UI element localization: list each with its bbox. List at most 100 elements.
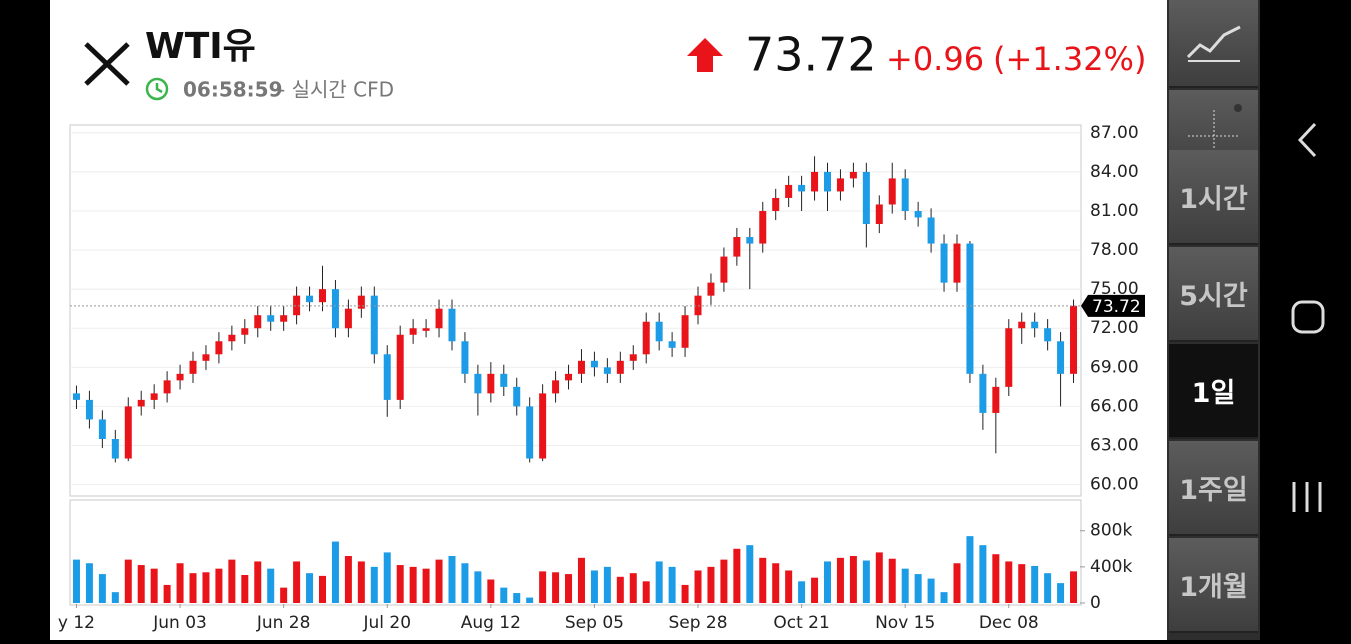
volume-bar: [668, 566, 676, 603]
x-tick-label: Aug 12: [461, 613, 521, 633]
volume-bar: [590, 570, 598, 603]
volume-bar: [487, 579, 495, 603]
volume-bar: [798, 581, 806, 603]
candle-body: [500, 373, 508, 387]
line-chart-icon: [1186, 25, 1241, 62]
app: WTI유 06:58:59 - 실시간 CFD 73.72 +0.96 (+1.…: [50, 0, 1167, 640]
candle-body: [655, 321, 663, 342]
source: - 실시간 CFD: [278, 78, 394, 102]
volume-bar: [461, 563, 469, 603]
candle-body: [940, 243, 948, 283]
candle-body: [914, 210, 922, 218]
candle-body: [836, 178, 844, 192]
volume-frame: [69, 499, 1082, 606]
candle-body: [189, 360, 197, 374]
volume-bar: [124, 559, 132, 603]
volume-bar: [513, 593, 521, 603]
volume-bar: [163, 584, 171, 603]
candle-body: [150, 393, 158, 400]
candle-body: [487, 373, 495, 394]
volume-bar: [150, 568, 158, 603]
candle-body: [681, 315, 689, 348]
candle-body: [396, 334, 404, 400]
candle-body: [746, 237, 754, 244]
volume-bar: [603, 566, 611, 603]
timeframe-button[interactable]: 1개월: [1169, 538, 1258, 633]
crosshair-icon: [1187, 104, 1242, 162]
x-tick-label: Nov 15: [875, 613, 935, 633]
y-tick-label: 72.00: [1090, 318, 1139, 338]
candle-body: [1044, 328, 1052, 342]
title: WTI유: [145, 26, 256, 67]
volume-bar: [1018, 564, 1026, 603]
volume-bar: [655, 561, 663, 603]
volume-bar: [526, 597, 534, 603]
back-icon[interactable]: [1297, 122, 1317, 158]
y-tick-label: 87.00: [1090, 123, 1139, 143]
close-icon[interactable]: [84, 42, 130, 86]
volume-bar: [953, 563, 961, 603]
candle-body: [319, 289, 326, 303]
candle-body: [629, 354, 637, 361]
volume-bar: [280, 587, 288, 603]
up-arrow: [687, 38, 723, 72]
timeframe-button[interactable]: 5시간: [1169, 247, 1258, 342]
candle-body: [720, 256, 728, 283]
volume-bar: [448, 556, 456, 603]
volume-bar: [979, 545, 987, 603]
volume-bar: [215, 568, 223, 603]
candle-body: [785, 184, 793, 198]
side-panel: 1시간 5시간 1일 1주일 1개월: [1167, 0, 1260, 640]
timeframe-button[interactable]: 1시간: [1169, 150, 1258, 245]
chart: WTI유 06:58:59 - 실시간 CFD 73.72 +0.96 (+1.…: [58, 26, 1147, 633]
candle-body: [72, 393, 80, 400]
candle-body: [577, 360, 585, 374]
price: 73.72: [745, 28, 877, 82]
timeframe-button[interactable]: 1주일: [1169, 441, 1258, 536]
y-tick-label: 81.00: [1090, 201, 1139, 221]
volume-bar: [577, 557, 585, 603]
volume-bar: [707, 566, 715, 603]
volume-bar: [629, 573, 637, 603]
candle-body: [474, 373, 482, 394]
volume-bar: [409, 566, 417, 603]
volume-bar: [616, 576, 624, 603]
candle-body: [616, 360, 624, 374]
volume-bar: [940, 592, 948, 603]
candle-body: [927, 217, 935, 244]
volume-bar: [137, 565, 145, 603]
volume-bar: [111, 592, 119, 603]
candle-body: [357, 295, 365, 309]
volume-bar: [966, 536, 974, 603]
volume-bar: [357, 561, 365, 603]
candle-body: [1018, 321, 1026, 329]
candle-body: [448, 308, 456, 342]
volume-bar: [254, 561, 262, 603]
candle-body: [707, 282, 715, 296]
volume-bar: [319, 575, 326, 603]
volume-bar: [681, 584, 689, 603]
recent-icon[interactable]: [1292, 482, 1322, 512]
volume-bar: [901, 568, 909, 603]
home-icon[interactable]: [1291, 300, 1325, 334]
chart-type-button[interactable]: [1169, 0, 1258, 88]
y-tick-label: 69.00: [1090, 357, 1139, 377]
candle-body: [111, 438, 119, 459]
candle-body: [901, 178, 909, 211]
candle-body: [85, 399, 93, 420]
volume-tick-label: 0: [1090, 593, 1101, 613]
volume-bar: [189, 573, 197, 603]
candle-body: [202, 354, 210, 361]
change: +0.96: [886, 40, 984, 78]
volume-bar: [241, 574, 249, 603]
candle-body: [992, 386, 1000, 413]
timeframe-button[interactable]: 1일: [1169, 344, 1258, 439]
nav-icons: [1291, 122, 1325, 512]
candle-body: [241, 328, 249, 335]
volume-bar: [306, 573, 314, 603]
candle-body: [811, 171, 819, 192]
volume-bar: [914, 574, 922, 603]
candle-body: [1070, 305, 1078, 374]
x-tick-label: Jun 03: [152, 613, 207, 633]
